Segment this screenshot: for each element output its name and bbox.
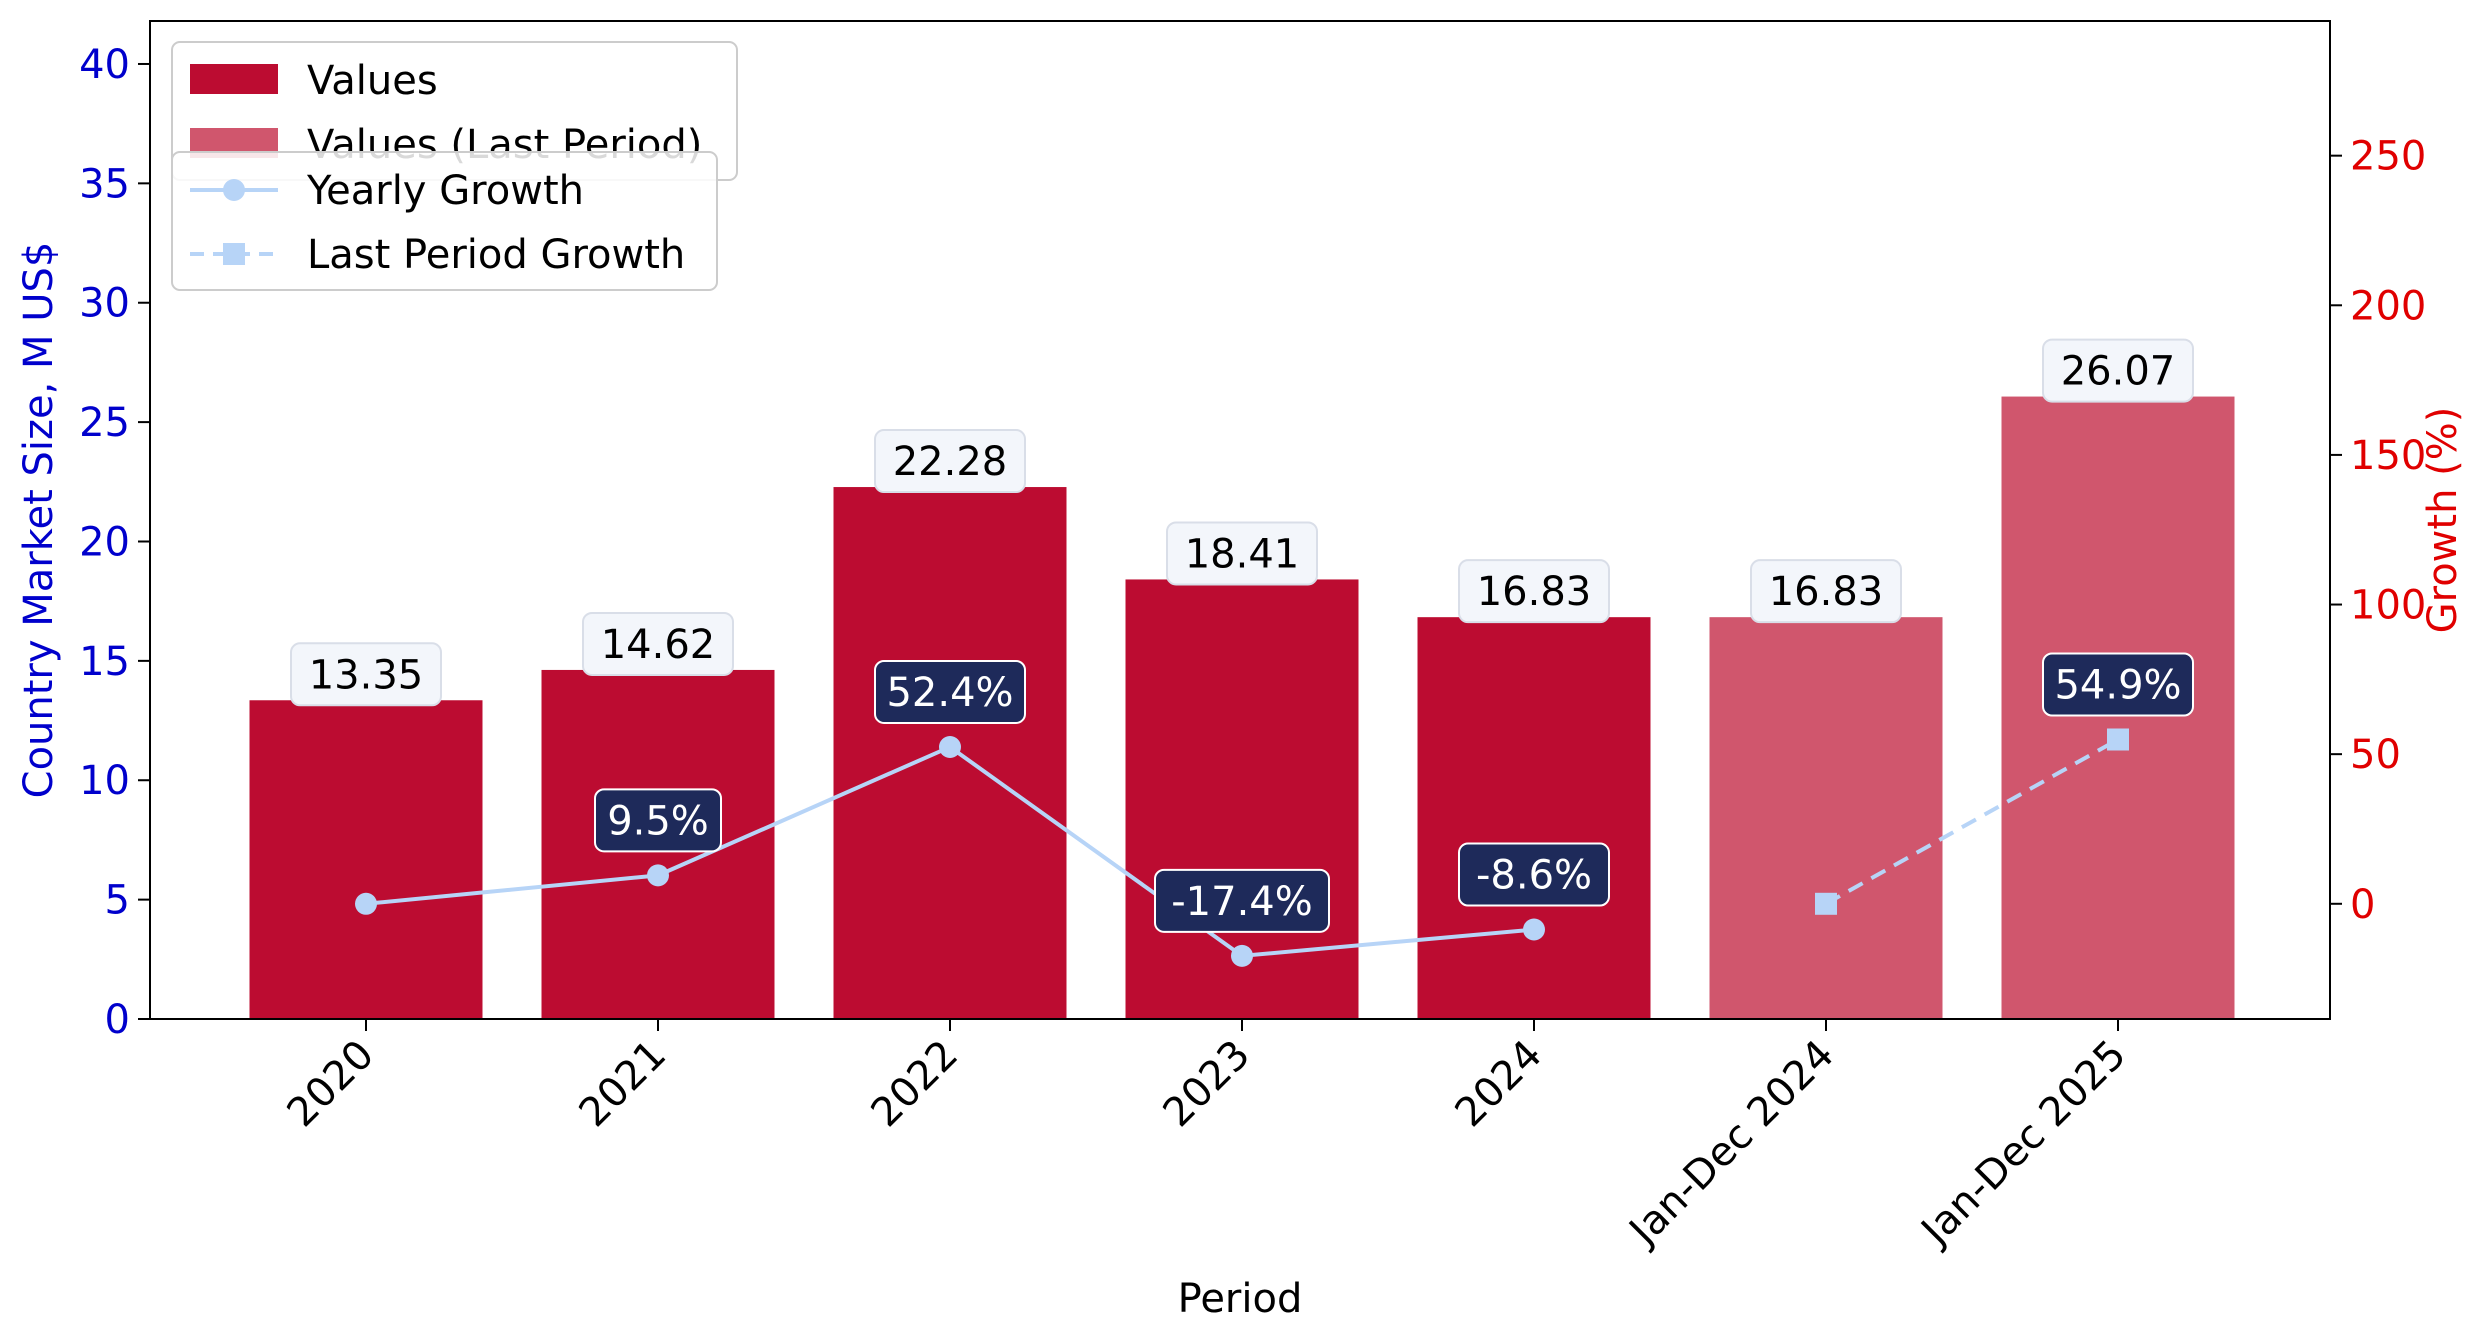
plot-frame xyxy=(149,20,2331,1020)
bar-value-label: 26.07 xyxy=(2042,338,2194,403)
y2-tick-label: 50 xyxy=(2350,732,2401,778)
growth-value-label-box xyxy=(2042,652,2194,717)
labels-layer: 13.35 14.62 22.28 18.41 16.83 16.83 26.07 9.5% 5… xyxy=(290,338,2194,933)
bar-value-label: 18.41 xyxy=(1166,521,1318,586)
y-tick-label: 10 xyxy=(79,758,130,804)
y2-tick-label: 250 xyxy=(2350,134,2426,180)
bar-value-label-box xyxy=(2042,338,2194,403)
growth-value-label-text: 9.5% xyxy=(607,798,709,844)
growth-value-label-box xyxy=(594,788,722,853)
growth-value-label-text: 52.4% xyxy=(886,670,1013,716)
bar-value-label-box xyxy=(874,429,1026,494)
legend-label: Yearly Growth xyxy=(306,168,584,214)
bar-value-label: 16.83 xyxy=(1458,559,1610,624)
bar-value-label: 16.83 xyxy=(1750,559,1902,624)
y2-tick-label: 200 xyxy=(2350,283,2426,329)
growth-value-label-box xyxy=(1458,842,1610,907)
y-tick-label: 30 xyxy=(79,281,130,327)
growth-value-label-text: 54.9% xyxy=(2054,663,2181,709)
y-tick-label: 15 xyxy=(79,639,130,685)
bar-value-label-text: 16.83 xyxy=(1769,569,1884,615)
bar-2020 xyxy=(249,700,483,1019)
growth-value-label-text: -17.4% xyxy=(1171,879,1313,925)
bar-value-label: 13.35 xyxy=(290,642,442,707)
bar-value-label-text: 13.35 xyxy=(309,652,424,698)
yearly-growth-marker xyxy=(355,892,377,915)
growth-value-label-box xyxy=(874,659,1026,724)
legend-label: Values xyxy=(307,58,438,104)
yearly-growth-marker xyxy=(1523,918,1545,941)
legend-label: Last Period Growth xyxy=(307,232,685,278)
yearly-growth-marker xyxy=(939,735,961,758)
y2-tick-label: 0 xyxy=(2350,882,2375,928)
bar-value-label: 14.62 xyxy=(582,611,734,676)
growth-value-label: -17.4% xyxy=(1154,868,1330,933)
legend-swatch-marker xyxy=(223,243,245,265)
legend-growth: Yearly Growth Last Period Growth xyxy=(171,151,718,291)
last-period-growth-marker xyxy=(1815,892,1837,915)
last-period-growth-line xyxy=(1825,737,2119,906)
bar-value-label-text: 22.28 xyxy=(893,439,1008,485)
growth-value-label-text: -8.6% xyxy=(1476,853,1592,899)
bar-value-label-box xyxy=(582,611,734,676)
x-axis-title: Period xyxy=(1178,1276,1303,1322)
growth-value-label: 52.4% xyxy=(874,659,1026,724)
bar-value-label: 22.28 xyxy=(874,429,1026,494)
growth-value-label: 54.9% xyxy=(2042,652,2194,717)
y2-tick-label: 100 xyxy=(2350,583,2426,629)
y-tick-label: 0 xyxy=(105,997,130,1043)
bar-value-label-box xyxy=(1166,521,1318,586)
y2-tick-label: 150 xyxy=(2350,433,2426,479)
legend-swatch xyxy=(190,64,278,94)
bar-value-label-text: 26.07 xyxy=(2061,349,2176,395)
last-period-growth-marker xyxy=(2107,728,2129,751)
bar-value-label-text: 18.41 xyxy=(1185,531,1300,577)
legend-growth-frame xyxy=(171,151,718,291)
bar-value-label-box xyxy=(1750,559,1902,624)
bar-value-label-box xyxy=(290,642,442,707)
legend-swatch-marker xyxy=(223,179,245,201)
growth-value-label: -8.6% xyxy=(1458,842,1610,907)
bar-2024 xyxy=(1417,617,1651,1019)
y-tick-label: 35 xyxy=(79,161,130,207)
bar-value-label-text: 14.62 xyxy=(601,622,716,668)
yearly-growth-marker xyxy=(1231,944,1253,967)
y-tick-label: 40 xyxy=(79,42,130,88)
y-tick-label: 20 xyxy=(79,519,130,565)
yearly-growth-marker xyxy=(647,864,669,887)
y-tick-label: 5 xyxy=(105,878,130,924)
lines-layer xyxy=(355,728,2129,967)
growth-value-label: 9.5% xyxy=(594,788,722,853)
bar-jan-dec-2024 xyxy=(1709,617,1943,1019)
growth-value-label-box xyxy=(1154,868,1330,933)
bar-value-label-box xyxy=(1458,559,1610,624)
bar-value-label-text: 16.83 xyxy=(1477,569,1592,615)
y-axis-title: Country Market Size, M US$ xyxy=(16,242,62,799)
y-tick-label: 25 xyxy=(79,400,130,446)
y2-axis-title: Growth (%) xyxy=(2420,407,2466,634)
